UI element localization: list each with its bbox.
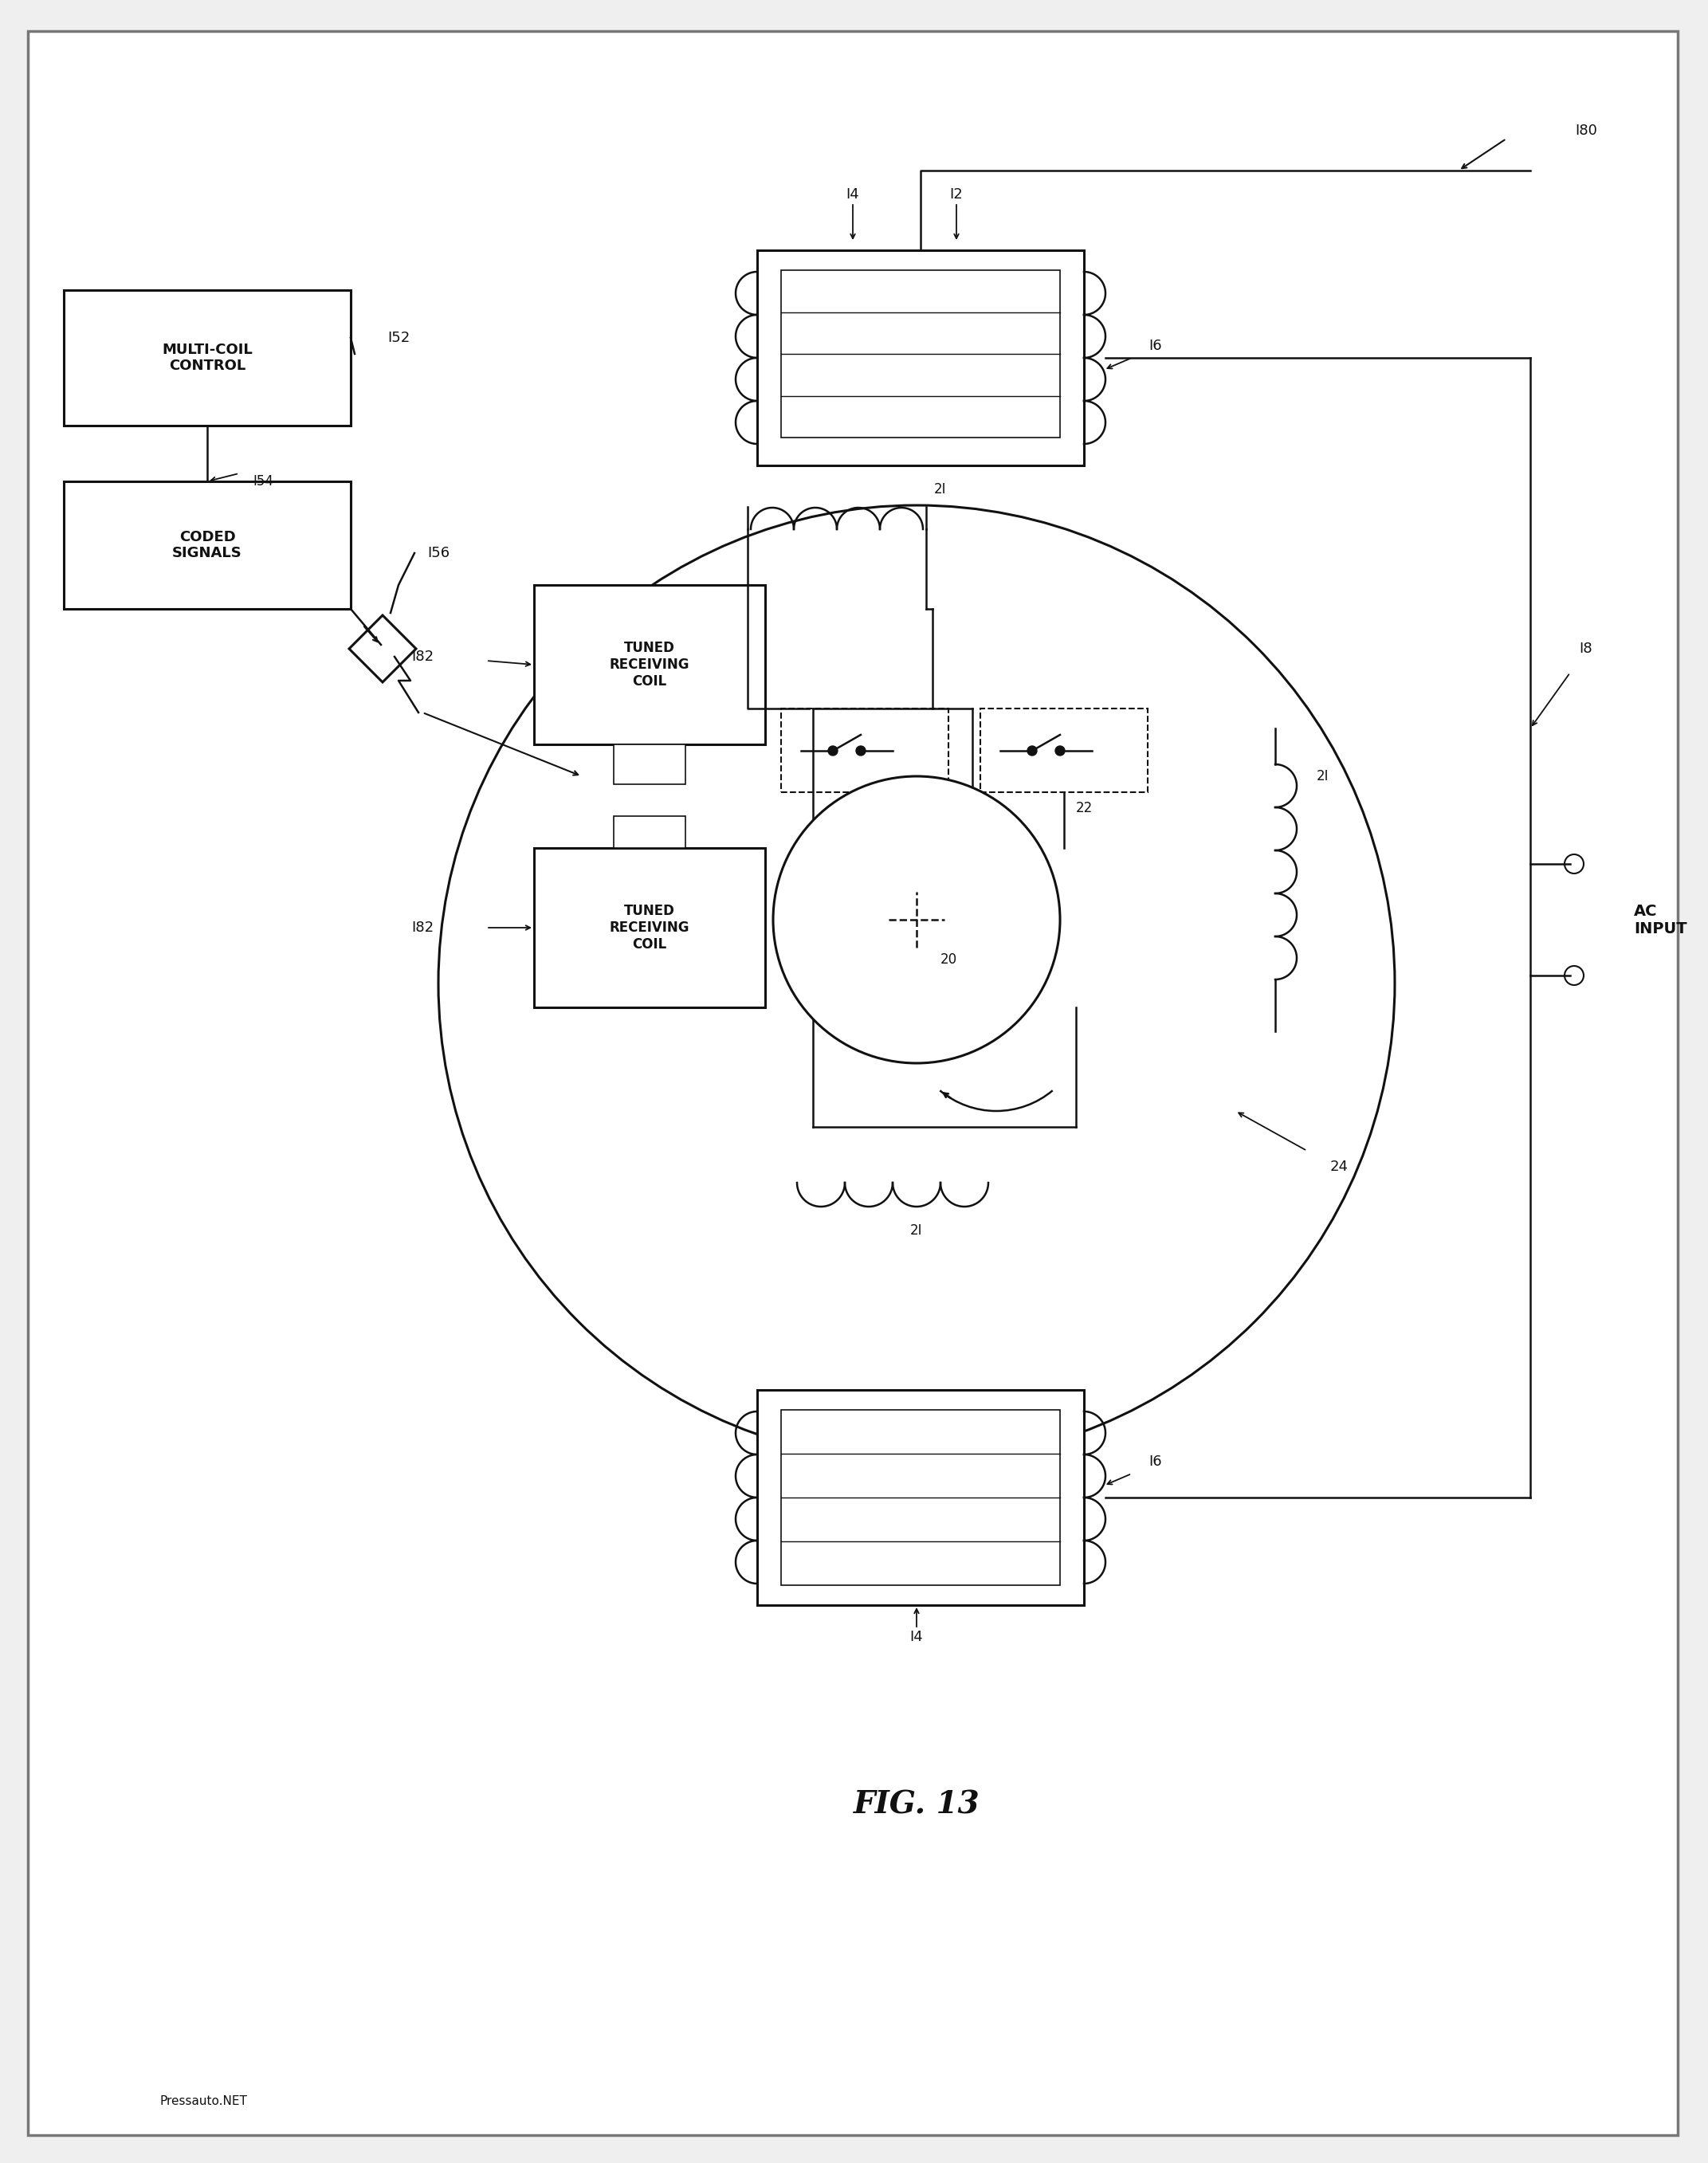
Text: CODED
SIGNALS: CODED SIGNALS [173,530,243,560]
Bar [781,1410,1061,1585]
Circle shape [439,506,1395,1462]
Text: 2I: 2I [910,1224,922,1237]
Text: I82: I82 [412,921,434,934]
Circle shape [856,746,866,755]
Text: 2I: 2I [1317,770,1329,783]
Bar [535,584,765,744]
Circle shape [1565,854,1583,874]
Text: I2: I2 [950,188,963,201]
Bar [535,848,765,1008]
Circle shape [1565,967,1583,984]
Polygon shape [348,614,417,681]
Bar [781,709,948,792]
Text: TUNED
RECEIVING
COIL: TUNED RECEIVING COIL [610,640,690,688]
Circle shape [1056,746,1064,755]
Text: 22: 22 [885,800,902,815]
Bar [613,815,685,848]
Circle shape [774,777,1061,1064]
Bar [613,744,685,785]
Text: MULTI-COIL
CONTROL: MULTI-COIL CONTROL [162,342,253,374]
Bar [63,482,350,610]
Bar [980,709,1148,792]
Text: 24: 24 [1331,1159,1348,1175]
Bar [757,1391,1085,1605]
Text: FIG. 13: FIG. 13 [854,1789,980,1819]
Text: 2I: 2I [934,482,946,497]
Text: I4: I4 [910,1631,924,1644]
Text: Pressauto.NET: Pressauto.NET [159,2096,248,2107]
Text: TUNED
RECEIVING
COIL: TUNED RECEIVING COIL [610,904,690,952]
Bar [781,270,1061,437]
Circle shape [828,746,837,755]
Text: I54: I54 [253,474,273,489]
Text: 22: 22 [1076,800,1093,815]
Text: 20: 20 [939,952,956,967]
Text: I4: I4 [845,188,859,201]
Text: I52: I52 [388,331,410,346]
Bar [757,251,1085,465]
Bar [63,290,350,426]
Text: I6: I6 [1149,340,1163,353]
Text: AC
INPUT: AC INPUT [1635,904,1688,937]
Text: I56: I56 [427,545,449,560]
Text: I6: I6 [1149,1454,1163,1469]
Text: I80: I80 [1575,123,1597,138]
Circle shape [1027,746,1037,755]
Text: I8: I8 [1580,642,1592,655]
Text: I82: I82 [412,649,434,664]
